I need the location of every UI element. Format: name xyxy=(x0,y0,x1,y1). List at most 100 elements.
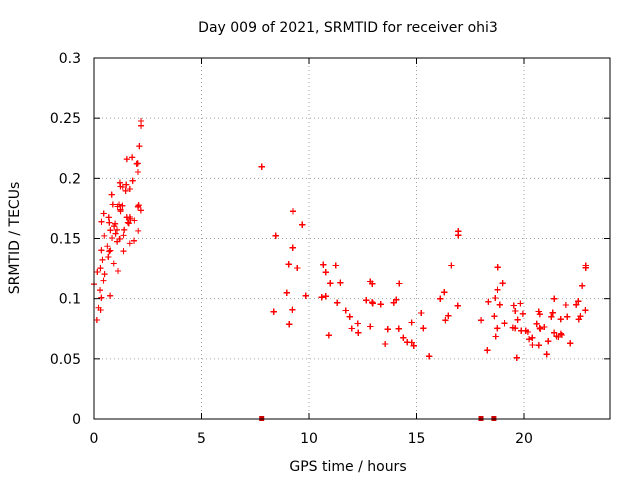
data-point xyxy=(494,325,501,332)
data-point xyxy=(496,301,503,308)
data-point xyxy=(120,248,127,255)
x-tick-label: 10 xyxy=(300,431,318,447)
data-point xyxy=(290,208,297,215)
data-point xyxy=(400,334,407,341)
data-point xyxy=(299,221,306,228)
data-point xyxy=(120,232,127,239)
x-tick-label: 20 xyxy=(515,431,533,447)
data-point xyxy=(529,334,536,341)
data-point xyxy=(575,316,582,323)
data-point xyxy=(369,280,376,287)
data-point xyxy=(327,280,334,287)
plot-frame xyxy=(93,57,611,420)
y-tick-label: 0 xyxy=(72,412,81,428)
data-point xyxy=(294,265,301,272)
data-point xyxy=(346,313,353,320)
data-point xyxy=(455,232,462,239)
data-point xyxy=(332,262,339,269)
data-point xyxy=(135,227,142,234)
data-point xyxy=(117,183,124,190)
data-point xyxy=(545,338,552,345)
data-point xyxy=(285,261,292,268)
data-point xyxy=(272,232,279,239)
data-point xyxy=(322,293,329,300)
data-point xyxy=(492,333,499,340)
x-tick-label: 5 xyxy=(197,431,206,447)
data-point xyxy=(134,168,141,175)
data-point xyxy=(575,298,582,305)
data-point xyxy=(108,191,115,198)
data-point xyxy=(289,244,296,251)
data-point xyxy=(283,289,290,296)
data-point xyxy=(93,316,100,323)
axis-ticks xyxy=(93,57,610,420)
data-point xyxy=(582,264,589,271)
data-point xyxy=(369,299,376,306)
data-point xyxy=(133,160,140,167)
data-point xyxy=(551,295,558,302)
data-point xyxy=(98,218,105,225)
data-point xyxy=(124,219,131,226)
data-point xyxy=(377,301,384,308)
data-point xyxy=(548,313,555,320)
data-point xyxy=(526,336,533,343)
data-point xyxy=(107,292,114,299)
x-axis-label: GPS time / hours xyxy=(289,459,406,475)
data-point xyxy=(577,313,584,320)
data-point xyxy=(101,271,108,278)
grid-lines xyxy=(94,58,610,419)
data-point xyxy=(136,143,143,150)
data-point xyxy=(119,202,126,209)
data-point xyxy=(567,340,574,347)
data-point xyxy=(529,341,536,348)
data-point xyxy=(491,313,498,320)
data-point xyxy=(579,282,586,289)
data-point xyxy=(97,287,104,294)
data-point xyxy=(348,325,355,332)
data-point xyxy=(514,316,521,323)
data-point xyxy=(126,240,133,247)
data-point xyxy=(536,311,543,318)
data-point xyxy=(105,214,112,221)
data-point xyxy=(97,265,104,272)
x-tick-labels: 0 5 10 15 20 xyxy=(90,431,533,447)
data-point xyxy=(355,329,362,336)
data-point xyxy=(99,256,106,263)
data-point xyxy=(126,186,133,193)
data-point xyxy=(114,226,121,233)
data-point xyxy=(533,320,540,327)
data-point xyxy=(112,230,119,237)
data-point xyxy=(104,243,111,250)
data-point xyxy=(106,248,113,255)
data-point xyxy=(137,207,144,214)
data-point xyxy=(426,353,433,360)
data-point xyxy=(499,280,506,287)
data-point xyxy=(138,118,145,125)
y-axis-label: SRMTID / TECUs xyxy=(7,182,23,295)
data-point xyxy=(536,324,543,331)
data-point xyxy=(121,226,128,233)
data-point xyxy=(129,154,136,161)
data-point xyxy=(517,300,524,307)
data-point xyxy=(541,324,548,331)
data-point xyxy=(337,279,344,286)
data-point xyxy=(117,206,124,213)
data-point xyxy=(393,296,400,303)
y-tick-label: 0.3 xyxy=(59,51,81,67)
data-point xyxy=(109,234,116,241)
data-point xyxy=(100,277,107,284)
data-point xyxy=(519,310,526,317)
x-tick-label: 15 xyxy=(408,431,426,447)
data-point xyxy=(107,227,114,234)
data-point xyxy=(535,308,542,315)
data-point xyxy=(363,297,370,304)
data-point xyxy=(549,309,556,316)
y-tick-label: 0.15 xyxy=(50,232,81,248)
data-point xyxy=(518,327,525,334)
data-point xyxy=(494,286,501,293)
data-point xyxy=(512,307,519,314)
data-point xyxy=(123,156,130,163)
data-point xyxy=(404,339,411,346)
data-point xyxy=(551,329,558,336)
data-point xyxy=(395,325,402,332)
